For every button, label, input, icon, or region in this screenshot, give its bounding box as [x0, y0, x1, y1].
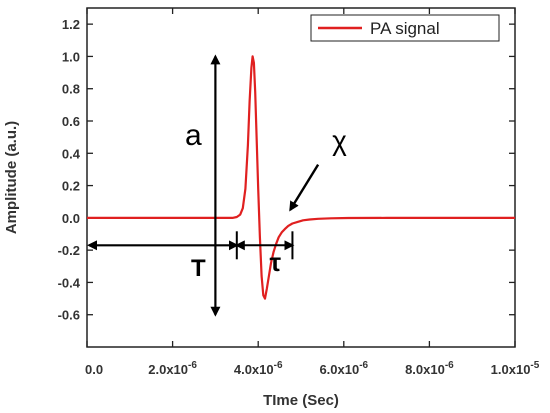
- y-tick-label: -0.4: [58, 275, 81, 290]
- y-tick-label: 0.4: [62, 146, 81, 161]
- series-line-pa-signal: [87, 55, 515, 300]
- legend-label-pa-signal: PA signal: [370, 19, 440, 38]
- y-tick-label: 0.2: [62, 179, 80, 194]
- y-tick-label: 1.0: [62, 49, 80, 64]
- y-tick-label: 0.6: [62, 114, 80, 129]
- decay-arrow: [289, 163, 320, 212]
- x-tick-label: 6.0x10-6: [319, 360, 368, 377]
- legend: PA signal: [310, 14, 500, 42]
- x-tick-label: 4.0x10-6: [234, 360, 283, 377]
- x-tick-label: 0.0: [85, 362, 103, 377]
- y-tick-label: 1.2: [62, 17, 80, 32]
- decay-label: χ: [332, 125, 347, 156]
- x-axis-ticks: 0.0 2.0x10-6 4.0x10-6 6.0x10-6 8.0x10-6 1.0x1…: [85, 8, 540, 377]
- x-tick-label: 8.0x10-6: [405, 360, 454, 377]
- x-tick-label: 1.0x10-5: [491, 360, 540, 377]
- x-tick-label: 2.0x10-6: [148, 360, 197, 377]
- y-tick-label: 0.0: [62, 211, 80, 226]
- y-tick-label: 0.8: [62, 82, 80, 97]
- annotation-layer: a T τ χ: [87, 54, 347, 317]
- width-label: τ: [270, 247, 282, 277]
- y-tick-label: -0.2: [58, 243, 80, 258]
- x-axis-title: TIme (Sec): [263, 392, 339, 409]
- amplitude-label: a: [185, 119, 202, 152]
- y-axis-title: Amplitude (a.u.): [3, 121, 20, 234]
- delay-label: T: [191, 255, 206, 282]
- y-tick-label: -0.6: [58, 308, 80, 323]
- y-axis-ticks: -0.6 -0.4 -0.2 0.0 0.2 0.4 0.6 0.8 1.0 1.2: [58, 17, 515, 323]
- series-layer: [87, 55, 515, 300]
- plot-frame: [86, 7, 516, 348]
